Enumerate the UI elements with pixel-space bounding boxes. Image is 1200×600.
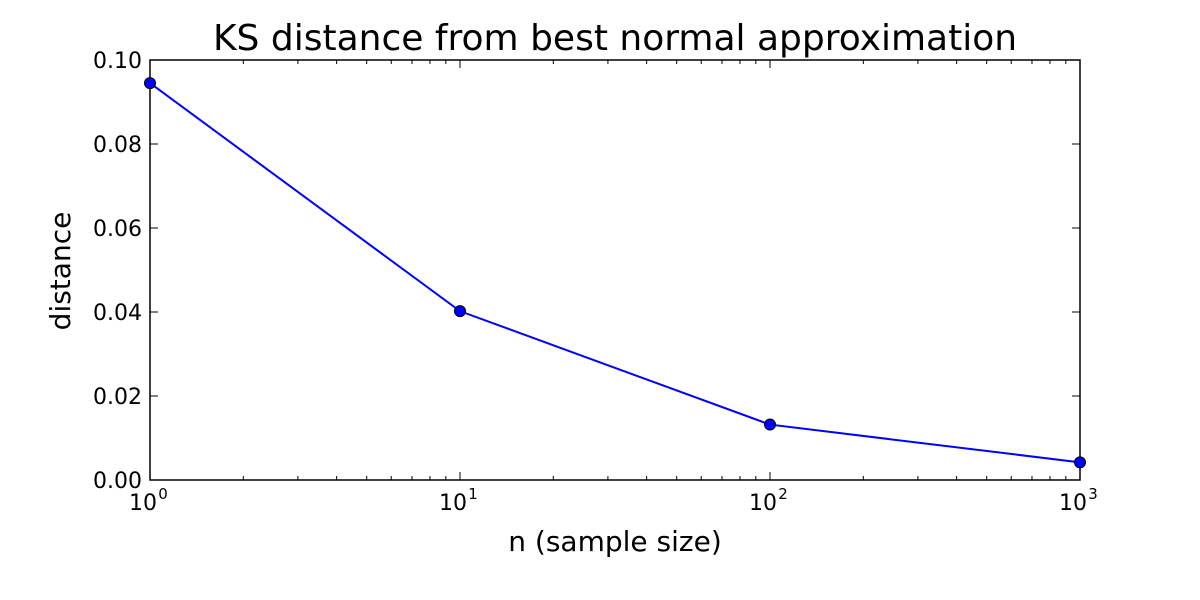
x-tick-label-base: 10 (439, 491, 467, 516)
y-tick-label: 0.10 (93, 49, 142, 74)
x-tick-label-exp: 0 (158, 485, 168, 503)
x-tick-label: 10 2 (749, 485, 788, 516)
x-tick-label-exp: 2 (778, 485, 788, 503)
data-point (1074, 456, 1086, 469)
x-tick-label-base: 10 (129, 491, 157, 516)
x-tick-label-base: 10 (1059, 491, 1087, 516)
x-tick-label: 10 0 (129, 485, 168, 516)
y-axis-label: distance (44, 212, 77, 331)
chart-title: KS distance from best normal approximati… (213, 18, 1017, 59)
y-tick-label: 0.02 (93, 385, 142, 410)
x-tick-label-base: 10 (749, 491, 777, 516)
x-tick-label-exp: 3 (1088, 485, 1098, 503)
x-tick-label-exp: 1 (468, 485, 478, 503)
data-point (454, 305, 466, 318)
x-axis-label: n (sample size) (508, 525, 722, 558)
y-tick-label: 0.06 (93, 217, 142, 242)
series-line (149, 82, 1081, 464)
y-tick-label: 0.08 (93, 133, 142, 158)
y-tick-label: 0.00 (93, 469, 142, 494)
plot-frame (149, 59, 1081, 481)
x-tick-label: 10 1 (439, 485, 478, 516)
data-point (764, 418, 776, 431)
data-point (144, 77, 156, 90)
x-tick-label: 10 3 (1059, 485, 1098, 516)
y-tick-label: 0.04 (93, 301, 142, 326)
